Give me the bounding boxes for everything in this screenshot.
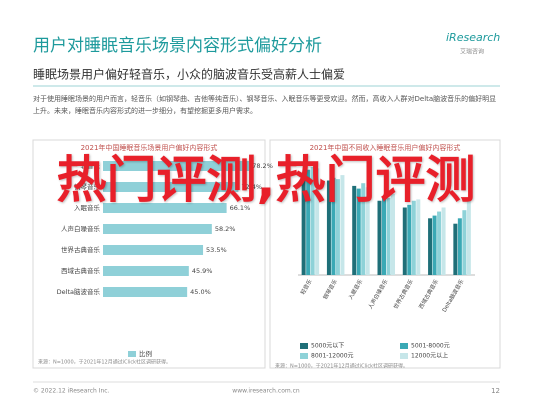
value-label: 78.2% [252, 162, 273, 170]
category-label: 入眠音乐 [74, 203, 101, 212]
overlay-text: 热门评测,热门评测 [56, 151, 476, 209]
bar [437, 211, 442, 275]
bar [103, 182, 239, 192]
category-label: 世界古典音乐 [61, 245, 101, 254]
bar [103, 203, 227, 213]
bar [306, 169, 311, 275]
bar [382, 196, 386, 275]
bar [331, 177, 336, 275]
legend-swatch [128, 351, 136, 357]
category-label: Delta脑波音乐 [57, 287, 101, 296]
category-label: 轻音乐 [298, 277, 313, 296]
value-label: 72.4% [241, 183, 262, 191]
bar [103, 161, 250, 171]
copyright: © 2022.12 iResearch Inc. [33, 388, 110, 395]
legend-swatch [300, 353, 308, 359]
chart-title: 2021年中国睡眠音乐场景用户偏好内容形式 [81, 143, 218, 152]
bar [103, 245, 204, 255]
bar [441, 207, 446, 275]
value-label: 53.5% [206, 246, 227, 254]
site: www.iresearch.com.cn [232, 388, 300, 395]
bar [402, 207, 407, 275]
legend-label: 12000元以上 [411, 352, 448, 360]
bar [365, 187, 370, 275]
category-label: 世界古典音乐 [391, 277, 415, 310]
bar [391, 194, 395, 275]
logo: iResearch [446, 31, 500, 44]
category-label: 轻音乐 [81, 161, 101, 170]
logo-sub: 艾瑞咨询 [460, 48, 484, 56]
bar [407, 204, 412, 275]
bar [386, 198, 391, 275]
value-label: 58.2% [215, 225, 236, 233]
page-number: 12 [491, 387, 500, 395]
bar [377, 200, 382, 275]
category-label: Delta脑波音乐 [440, 277, 466, 313]
category-label: 入眠音乐 [346, 277, 364, 300]
value-label: 66.1% [230, 204, 251, 212]
bar [356, 188, 361, 275]
bar [453, 223, 458, 275]
source: 来源：N=1000，于2021年12月通过iClick社区调研获得。 [38, 359, 171, 366]
bar [462, 210, 467, 275]
body-text: 对于使用睡眠场景的用户而言，轻音乐（如钢琴曲、吉他等纯音乐）、钢琴音乐、入眠音乐… [33, 95, 497, 115]
subtitle: 睡眠场景用户偏好轻音乐，小众的脑波音乐受高薪人士偏爱 [33, 67, 345, 82]
legend-swatch [300, 343, 308, 349]
bar [301, 173, 306, 275]
bar [335, 179, 340, 275]
bar [361, 183, 366, 275]
legend-label: 比例 [139, 349, 152, 358]
category-label: 人声白噪音乐 [366, 277, 390, 310]
legend-swatch [400, 353, 408, 359]
source: 来源：N=1000，于2021年12月通过iClick社区调研获得。 [275, 363, 408, 370]
bar [466, 200, 471, 275]
bar [432, 215, 437, 275]
value-label: 45.0% [190, 288, 211, 296]
category-label: 西域古典音乐 [417, 277, 441, 310]
category-label: 西域古典音乐 [61, 266, 101, 275]
value-label: 45.9% [192, 267, 213, 275]
bar [326, 180, 331, 275]
legend-swatch [400, 343, 408, 349]
legend-label: 8001-12000元 [311, 353, 354, 360]
legend-label: 5000元以下 [311, 343, 344, 350]
bar [416, 199, 421, 275]
title: 用户对睡眠音乐场景内容形式偏好分析 [33, 36, 322, 56]
bar [103, 287, 188, 297]
chart-title: 2021年中国不同收入睡眠音乐用户偏好内容形式 [310, 143, 461, 152]
bar [457, 218, 462, 275]
category-label: 人声白噪音乐 [61, 224, 101, 233]
bar [352, 185, 357, 275]
legend-label: 5001-8000元 [411, 343, 450, 350]
bar [340, 175, 345, 275]
bar [315, 168, 320, 275]
category-label: 钢琴音乐 [74, 182, 101, 191]
right-panel [269, 139, 501, 369]
bar [411, 200, 416, 275]
bar [428, 218, 433, 275]
category-label: 钢琴音乐 [321, 277, 339, 300]
left-panel [32, 139, 266, 369]
bar [103, 224, 212, 234]
bar [103, 266, 189, 276]
bar [310, 167, 315, 275]
